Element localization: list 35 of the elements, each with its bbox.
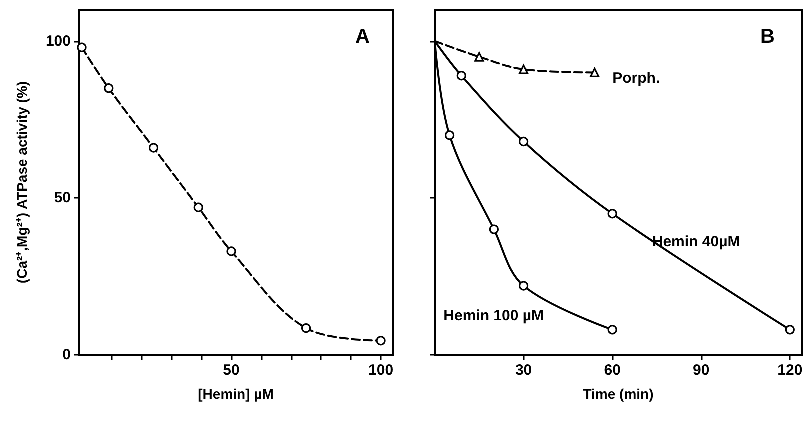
x-tick-label: 30 [515, 362, 532, 379]
point [590, 68, 600, 78]
point [519, 136, 529, 147]
y-tick-label: 100 [46, 32, 71, 50]
series-label: Hemin 100 µM [444, 308, 544, 324]
point [519, 281, 529, 291]
point [301, 324, 312, 334]
point [608, 325, 618, 335]
x-tick-label: 100 [368, 362, 394, 379]
x-axis-title: Time (min) [583, 386, 654, 402]
y-tick-label: 50 [54, 190, 71, 207]
point [518, 64, 529, 74]
series-label: Hemin 40µM [652, 233, 740, 250]
text: B [760, 26, 776, 48]
series-label: Porph. [612, 70, 660, 88]
point [194, 202, 204, 212]
point [376, 336, 386, 346]
point [445, 130, 455, 140]
point [608, 209, 618, 219]
y-tick-label: 0 [62, 346, 71, 364]
point [456, 71, 466, 81]
x-tick-label: 50 [223, 362, 240, 379]
x-tick-label: 120 [778, 362, 803, 379]
point [226, 246, 236, 256]
point [785, 325, 795, 335]
y-axis-title: (Ca²⁺,Mg²⁺) ATPase activity (%) [14, 81, 30, 284]
point [474, 52, 484, 62]
point [148, 143, 159, 153]
x-tick-label: 60 [604, 362, 621, 379]
point [489, 224, 499, 234]
point [77, 42, 87, 52]
text: A [356, 26, 370, 48]
x-axis-title: [Hemin] µM [198, 386, 274, 402]
x-tick-label: 90 [693, 362, 710, 379]
point [104, 84, 114, 94]
